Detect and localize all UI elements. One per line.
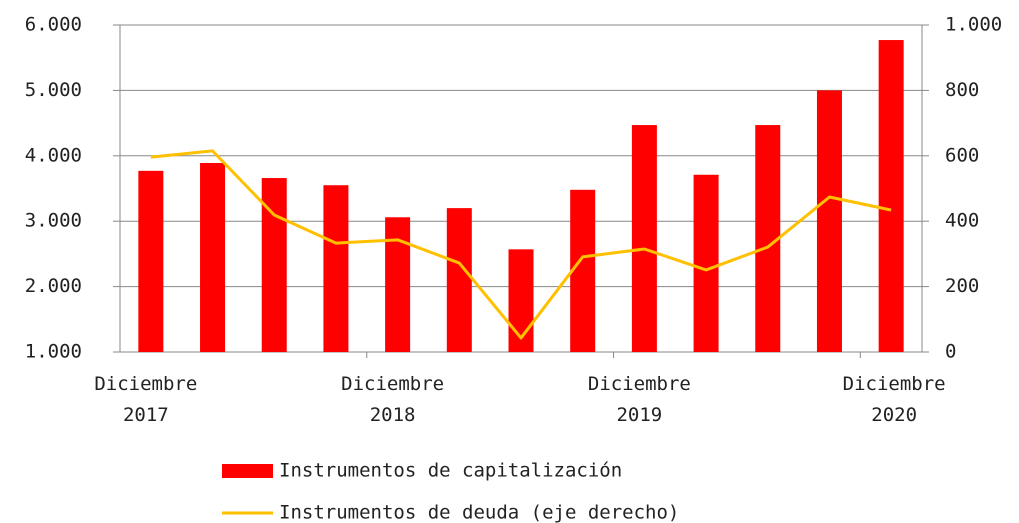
x-tick-label: Diciembre 2018 [341,373,445,426]
legend-label: Instrumentos de deuda (eje derecho) [279,502,679,523]
y2-tick-label: 200 [945,275,979,297]
bar [385,217,411,352]
y2-tick-label: 400 [945,210,979,232]
bar [508,249,534,352]
y2-tick-label: 0 [945,341,956,363]
bar [816,90,842,353]
y-tick-label: 2.000 [25,275,82,297]
bar [631,125,657,352]
bar [878,40,904,353]
y-tick-label: 1.000 [25,341,82,363]
x-tick-label: Diciembre 2019 [587,373,691,426]
legend-swatch [222,464,273,478]
x-tick-label: Diciembre 2020 [842,373,946,426]
y2-tick-label: 600 [945,144,979,166]
line [150,149,892,340]
y2-tick-label: 800 [945,79,979,101]
bar [570,189,596,352]
bar [200,162,226,352]
y-tick-label: 5.000 [25,79,82,101]
bar [446,208,472,352]
y2-tick-label: 1.000 [945,14,1002,36]
y-tick-label: 6.000 [25,14,82,36]
y-tick-label: 4.000 [25,144,82,166]
y-tick-label: 3.000 [25,210,82,232]
bar [323,185,349,352]
legend-label: Instrumentos de capitalización [279,460,622,482]
bar [138,170,164,352]
bar [693,174,719,352]
x-tick-label: Diciembre 2017 [94,373,198,426]
